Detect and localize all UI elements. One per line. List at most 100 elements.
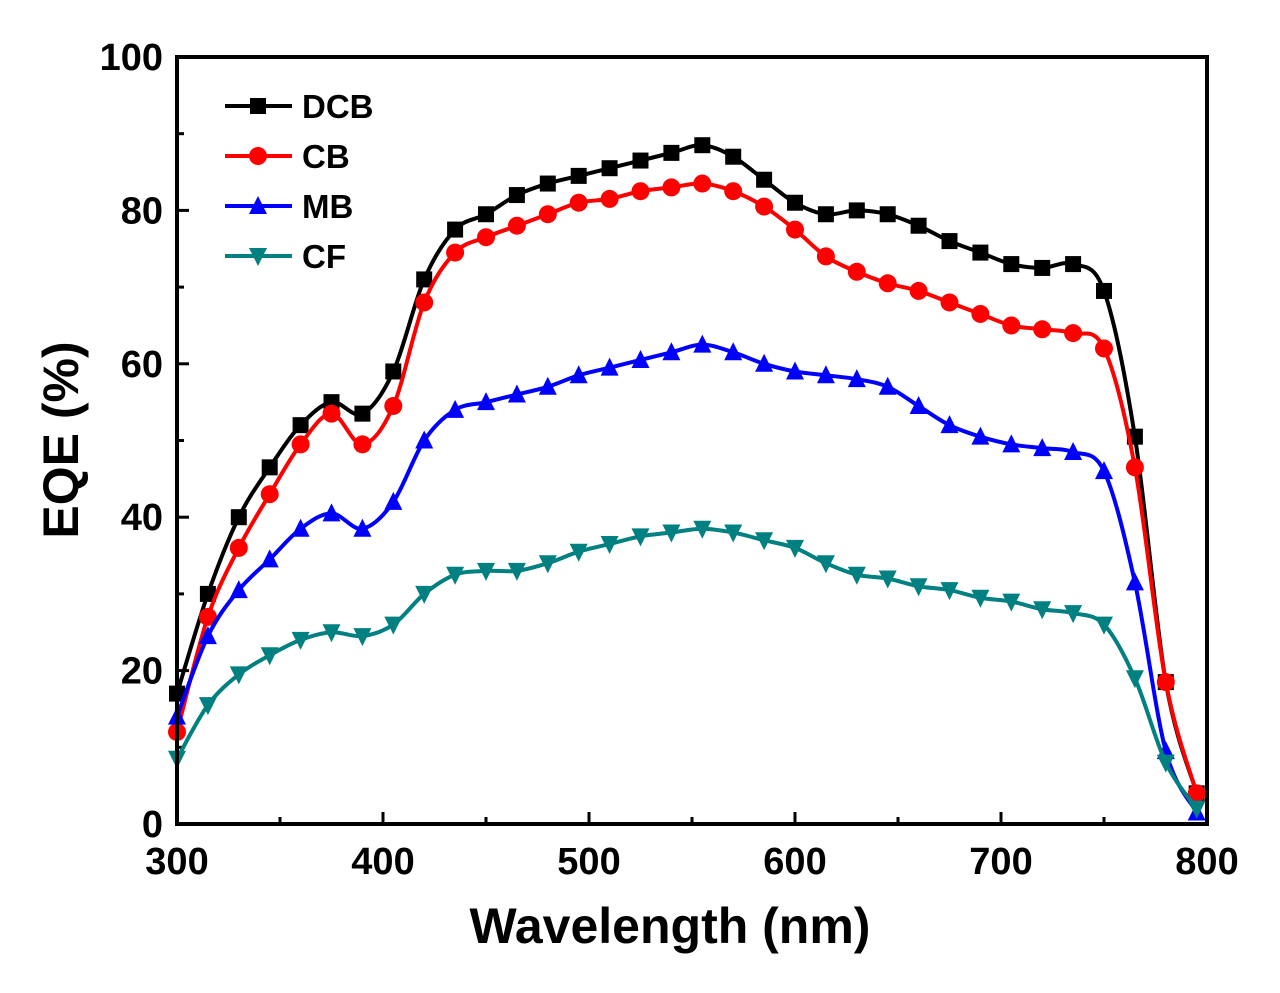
data-point-dcb <box>694 137 711 154</box>
plot-frame <box>175 55 1209 826</box>
data-point-cf <box>538 555 557 574</box>
data-point-dcb <box>787 194 803 211</box>
data-point-mb <box>755 353 774 372</box>
data-point-mb <box>631 349 650 368</box>
data-point-cf <box>384 616 403 635</box>
data-point-mb <box>229 580 248 599</box>
data-point-cb <box>724 182 743 201</box>
data-point-cf <box>260 647 279 666</box>
data-point-cf <box>693 520 712 539</box>
data-point-dcb <box>632 152 649 169</box>
legend-marker <box>249 147 267 165</box>
data-point-cb <box>322 404 341 423</box>
data-point-cb <box>384 396 403 415</box>
data-point-cf <box>816 555 835 574</box>
data-point-mb <box>477 392 495 411</box>
legend-marker <box>249 248 267 266</box>
data-point-mb <box>1095 461 1113 480</box>
y-tick-label: 20 <box>121 651 163 693</box>
data-point-cb <box>1064 324 1083 343</box>
data-point-mb <box>878 376 897 395</box>
data-point-cb <box>1002 316 1021 335</box>
series-group <box>168 137 1206 821</box>
data-point-cb <box>971 304 990 323</box>
data-point-cf <box>1095 616 1113 635</box>
data-point-cb <box>1095 339 1113 358</box>
data-point-dcb <box>230 509 247 526</box>
legend: DCB CB MB CF <box>225 88 374 275</box>
data-point-dcb <box>725 148 742 165</box>
axis-ticks: 300 400 500 600 700 800 0 20 40 60 80 100 <box>100 37 1239 883</box>
data-point-cb <box>631 182 650 201</box>
data-point-mb <box>322 503 341 522</box>
data-point-mb <box>260 549 279 568</box>
data-point-cf <box>477 562 495 581</box>
data-point-mb <box>909 395 928 414</box>
x-tick-label: 800 <box>1175 841 1238 883</box>
data-point-cb <box>538 205 557 224</box>
data-point-cb <box>693 174 712 193</box>
data-point-mb <box>816 365 835 384</box>
data-point-dcb <box>385 363 402 380</box>
data-point-mb <box>786 361 804 380</box>
data-point-dcb <box>539 175 556 192</box>
x-tick-label: 500 <box>557 841 620 883</box>
legend-item-dcb: DCB <box>225 88 374 125</box>
data-point-cb <box>816 247 835 266</box>
data-point-dcb <box>354 405 371 422</box>
data-point-dcb <box>261 459 278 476</box>
data-point-mb <box>1064 442 1083 461</box>
data-point-cb <box>353 435 372 454</box>
data-point-cb <box>662 178 681 197</box>
data-point-cf <box>291 631 310 650</box>
data-point-cf <box>940 582 959 601</box>
data-point-dcb <box>663 144 680 161</box>
data-point-mb <box>724 342 743 361</box>
legend-marker <box>250 98 266 114</box>
data-point-mb <box>415 430 434 449</box>
legend-label: CB <box>302 138 350 175</box>
data-point-mb <box>971 426 990 445</box>
data-point-mb <box>291 518 310 537</box>
data-point-dcb <box>1065 256 1082 273</box>
series-dcb <box>169 137 1205 802</box>
data-point-dcb <box>1003 256 1020 273</box>
data-point-cf <box>1156 754 1175 773</box>
data-point-cb <box>1156 673 1175 692</box>
data-point-cb <box>600 189 619 208</box>
data-point-dcb <box>817 206 834 223</box>
data-point-dcb <box>447 221 464 238</box>
data-point-cf <box>198 697 217 716</box>
data-point-cb <box>569 193 588 212</box>
data-point-cf <box>1033 601 1052 620</box>
data-point-dcb <box>941 233 958 250</box>
data-point-cf <box>755 532 774 551</box>
data-point-cf <box>600 536 619 555</box>
data-point-dcb <box>199 585 216 602</box>
data-point-dcb <box>879 206 896 223</box>
data-point-mb <box>198 626 217 645</box>
data-point-mb <box>507 384 526 403</box>
data-point-mb <box>446 399 465 418</box>
data-point-cb <box>940 293 959 312</box>
data-point-cb <box>260 485 279 504</box>
data-point-mb <box>353 518 372 537</box>
data-point-dcb <box>1034 259 1051 276</box>
x-tick-label: 700 <box>969 841 1032 883</box>
y-tick-label: 60 <box>121 344 163 386</box>
data-point-dcb <box>601 160 618 177</box>
series-cf <box>168 520 1206 819</box>
data-point-cf <box>662 524 681 543</box>
data-point-dcb <box>570 167 587 184</box>
data-point-cf <box>1002 593 1021 612</box>
series-cb <box>168 174 1206 803</box>
data-point-cb <box>909 281 928 300</box>
data-point-cb <box>847 262 866 281</box>
data-point-cb <box>415 293 434 312</box>
x-tick-label: 300 <box>145 841 208 883</box>
legend-item-cf: CF <box>225 238 346 275</box>
data-point-mb <box>1033 438 1052 457</box>
data-point-mb <box>538 376 557 395</box>
data-point-cf <box>569 543 588 562</box>
data-point-cf <box>847 566 866 585</box>
